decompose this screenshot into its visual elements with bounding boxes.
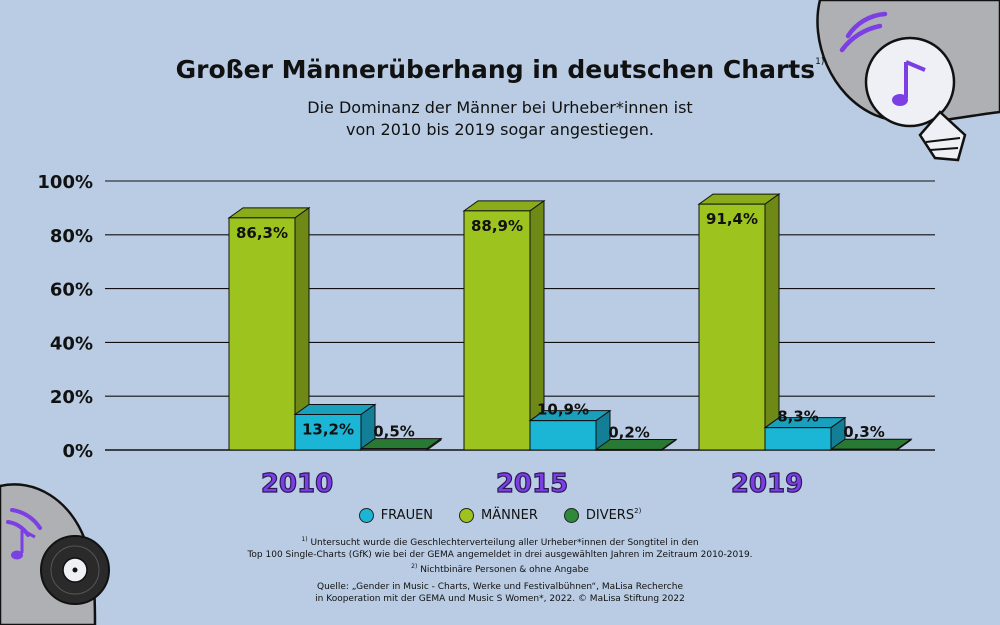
footnote-1-marker: 1) <box>301 536 307 543</box>
legend-footnote-marker: 2) <box>634 507 641 515</box>
legend-swatch-maenner <box>459 508 474 523</box>
footnote-1-line-1: 1) Untersucht wurde die Geschlechtervert… <box>200 534 800 549</box>
data-label-männer-2019: 91,4% <box>706 210 758 228</box>
footnote-2-text: Nichtbinäre Personen & ohne Angabe <box>420 565 589 575</box>
data-label-divers-2010: 0,5% <box>373 423 415 441</box>
footnote-2: 2) Nichtbinäre Personen & ohne Angabe <box>200 561 800 576</box>
footnote-1-line-2: Top 100 Single-Charts (GfK) wie bei der … <box>200 549 800 561</box>
y-tick-label: 60% <box>50 280 93 301</box>
y-tick-label: 20% <box>50 387 93 408</box>
bar-divers-2010 <box>361 449 427 450</box>
chart-legend: FRAUEN MÄNNER DIVERS2) <box>0 507 1000 523</box>
legend-label-frauen: FRAUEN <box>381 508 433 523</box>
bar-frauen-2019 <box>765 428 831 450</box>
y-tick-label: 100% <box>37 172 93 193</box>
data-label-frauen-2019: 8,3% <box>777 408 819 426</box>
bar-chart: 0% 20% 40% 60% 80% 100% 86,3% 13,2% 0,5% 2010 88,9… <box>0 0 1000 625</box>
legend-item-divers: DIVERS2) <box>564 507 641 523</box>
legend-swatch-frauen <box>359 508 374 523</box>
legend-label-divers-text: DIVERS <box>586 508 634 523</box>
bar-divers-2019 <box>831 449 897 450</box>
bar-divers-2015 <box>596 449 662 450</box>
source-line-1: Quelle: „Gender in Music - Charts, Werke… <box>200 581 800 593</box>
data-label-divers-2015: 0,2% <box>608 423 650 441</box>
bar-frauen-2015 <box>530 421 596 450</box>
bar-männer-2010 <box>229 218 295 450</box>
legend-item-maenner: MÄNNER <box>459 508 538 523</box>
y-tick-label: 0% <box>62 441 93 462</box>
footnotes: 1) Untersucht wurde die Geschlechtervert… <box>200 534 800 605</box>
legend-label-divers: DIVERS2) <box>586 507 641 523</box>
x-tick-label-2015: 2015 <box>496 469 568 499</box>
x-tick-label-2019: 2019 <box>731 469 803 499</box>
legend-swatch-divers <box>564 508 579 523</box>
data-label-divers-2019: 0,3% <box>843 423 885 441</box>
source-line-2: in Kooperation mit der GEMA und Music S … <box>200 593 800 605</box>
legend-label-maenner: MÄNNER <box>481 508 538 523</box>
x-tick-label-2010: 2010 <box>261 469 333 499</box>
bar-männer-2015 <box>464 211 530 450</box>
footnote-1-text-1: Untersucht wurde die Geschlechterverteil… <box>310 538 698 548</box>
footnote-2-marker: 2) <box>411 563 417 570</box>
y-tick-label: 80% <box>50 226 93 247</box>
data-label-frauen-2010: 13,2% <box>302 420 354 438</box>
legend-item-frauen: FRAUEN <box>359 508 433 523</box>
data-label-frauen-2015: 10,9% <box>537 401 589 419</box>
data-label-männer-2010: 86,3% <box>236 224 288 242</box>
data-label-männer-2015: 88,9% <box>471 217 523 235</box>
y-tick-label: 40% <box>50 333 93 354</box>
bar-männer-2019 <box>699 204 765 450</box>
infographic: Großer Männerüberhang in deutschen Chart… <box>0 0 1000 625</box>
